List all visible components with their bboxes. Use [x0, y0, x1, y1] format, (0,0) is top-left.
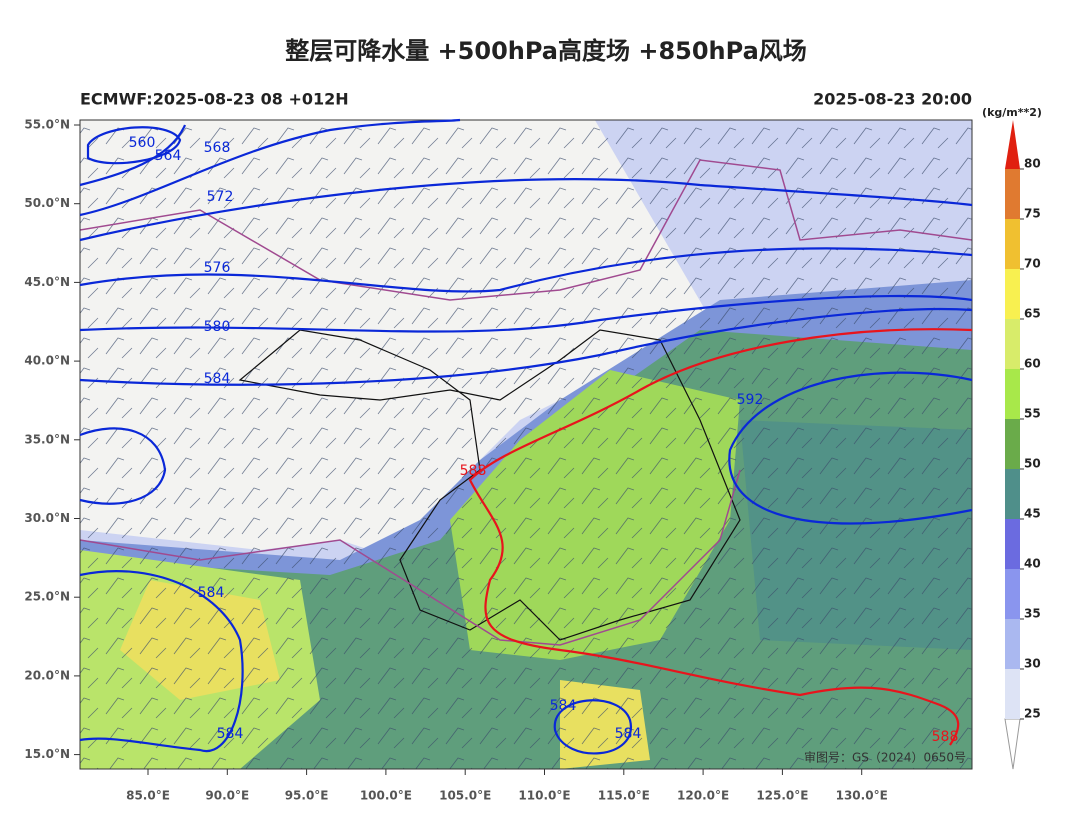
approval-number: 审图号：GS（2024）0650号	[804, 750, 966, 765]
map-frame	[79, 119, 973, 770]
geopotential-contour	[468, 328, 973, 746]
contour-label: 584	[204, 371, 231, 387]
lat-tick-label: 20.0°N	[24, 668, 70, 682]
lon-tick-label: 120.0°E	[677, 789, 729, 803]
lat-tick-label: 50.0°N	[24, 196, 70, 210]
lat-tick-label: 40.0°N	[24, 354, 70, 368]
contour-label: 584	[198, 585, 225, 601]
colorbar-label: 25	[1024, 707, 1041, 721]
lon-tick-label: 105.0°E	[439, 789, 491, 803]
colorbar-segment	[1005, 519, 1020, 569]
lon-tick-label: 110.0°E	[518, 789, 570, 803]
colorbar-label: 40	[1024, 557, 1041, 571]
geopotential-contour	[728, 371, 973, 525]
lon-tick-label: 100.0°E	[360, 789, 412, 803]
contour-label: 560	[129, 135, 156, 151]
colorbar-label: 35	[1024, 607, 1041, 621]
contour-label: 592	[737, 392, 764, 408]
geopotential-contour	[79, 118, 461, 217]
lon-tick-label: 115.0°E	[598, 789, 650, 803]
lon-tick-label: 95.0°E	[285, 789, 329, 803]
colorbar-label: 30	[1024, 657, 1041, 671]
contour-label: 584	[550, 698, 577, 714]
contour-label: 576	[204, 260, 231, 276]
contour-label: 584	[217, 726, 244, 742]
geopotential-contour	[79, 570, 244, 753]
colorbar-under	[1004, 718, 1021, 770]
province-borders	[238, 329, 741, 641]
contour-label: 564	[155, 148, 182, 164]
contour-label: 588	[460, 463, 487, 479]
colorbar-segment	[1005, 469, 1020, 519]
colorbar-unit: (kg/m**2)	[982, 106, 1042, 119]
lat-tick-label: 30.0°N	[24, 511, 70, 525]
colorbar-segment	[1005, 219, 1020, 269]
contour-label: 572	[207, 189, 234, 205]
geopotential-contour	[79, 427, 167, 505]
contours	[79, 118, 973, 755]
model-run: ECMWF:2025-08-23 08 +012H	[80, 90, 349, 109]
colorbar-label: 60	[1024, 357, 1041, 371]
colorbar-segment	[1005, 269, 1020, 319]
lat-tick-label: 35.0°N	[24, 432, 70, 446]
colorbar-segment	[1005, 369, 1020, 419]
lat-tick-label: 25.0°N	[24, 590, 70, 604]
geopotential-contour	[79, 124, 187, 187]
title: 整层可降水量 +500hPa高度场 +850hPa风场	[285, 37, 807, 65]
valid-time: 2025-08-23 20:00	[813, 90, 972, 109]
lat-tick-label: 55.0°N	[24, 118, 70, 132]
colorbar-segment	[1005, 669, 1020, 719]
geopotential-contour	[553, 699, 632, 755]
colorbar-segment	[1005, 619, 1020, 669]
contour-label: 568	[204, 140, 231, 156]
colorbar-label: 45	[1024, 507, 1041, 521]
colorbar-label: 80	[1024, 157, 1041, 171]
contour-label: 580	[204, 319, 231, 335]
colorbar-segment	[1005, 169, 1020, 219]
colorbar-label: 70	[1024, 257, 1041, 271]
geopotential-contour	[86, 126, 182, 165]
lon-tick-label: 130.0°E	[836, 789, 888, 803]
geopotential-contour	[79, 308, 973, 386]
colorbar-label: 65	[1024, 307, 1041, 321]
colorbar-label: 50	[1024, 457, 1041, 471]
lat-tick-label: 45.0°N	[24, 275, 70, 289]
geopotential-contour	[79, 294, 973, 333]
colorbar-segment	[1005, 569, 1020, 619]
lon-tick-label: 90.0°E	[205, 789, 249, 803]
lon-tick-label: 85.0°E	[126, 789, 170, 803]
contour-label: 588	[932, 729, 959, 745]
lon-tick-label: 125.0°E	[756, 789, 808, 803]
colorbar-label: 75	[1024, 207, 1041, 221]
geopotential-contour	[79, 178, 973, 242]
colorbar-over	[1005, 120, 1020, 169]
geopotential-contour	[79, 247, 973, 293]
colorbar-label: 55	[1024, 407, 1041, 421]
colorbar-segment	[1005, 419, 1020, 469]
country-borders	[80, 159, 972, 646]
lat-tick-label: 15.0°N	[24, 747, 70, 761]
colorbar-segment	[1005, 319, 1020, 369]
contour-label: 584	[615, 726, 642, 742]
